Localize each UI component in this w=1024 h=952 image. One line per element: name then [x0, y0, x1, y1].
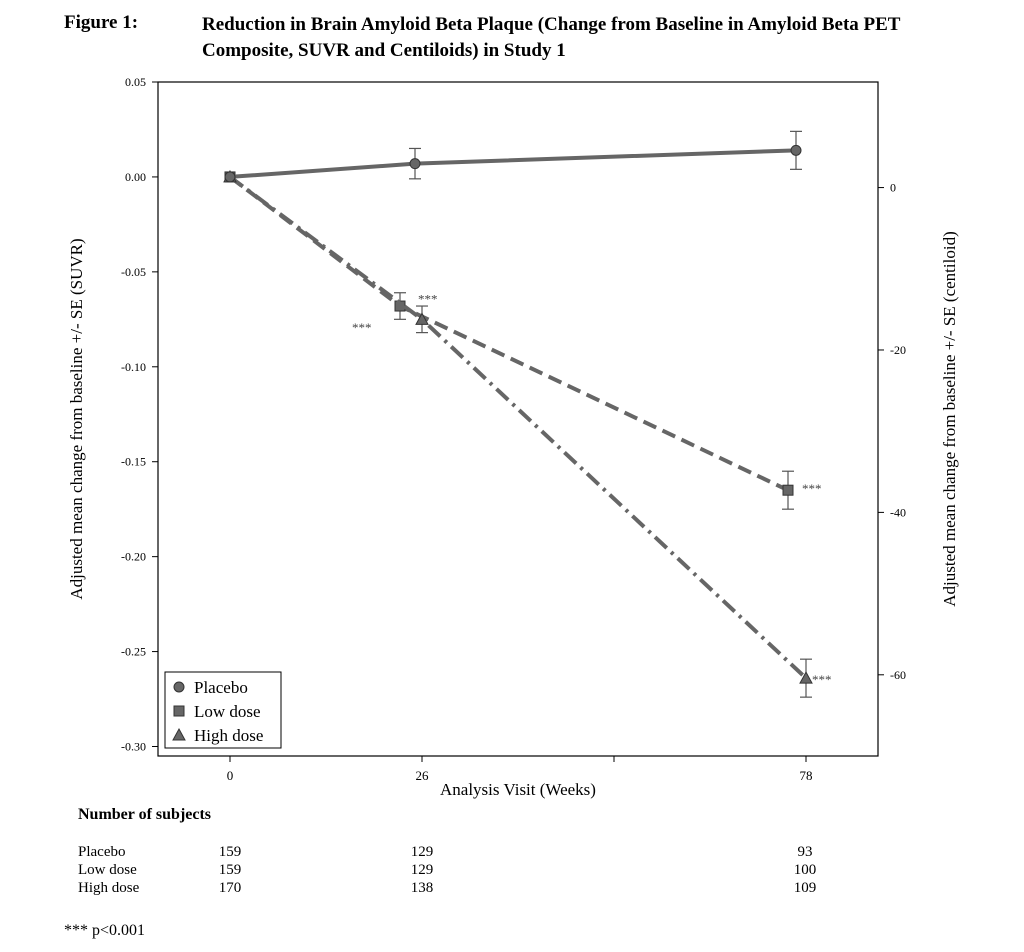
y2-tick-label: -60 — [890, 668, 906, 682]
y-tick-label: -0.30 — [121, 740, 146, 754]
series-low-dose: *** *** — [224, 171, 822, 510]
subjects-cell: 159 — [218, 844, 242, 860]
subjects-row: High dose 170 138 109 — [78, 880, 878, 900]
legend-placebo-label: Placebo — [194, 678, 248, 697]
legend-high-dose-marker — [172, 727, 186, 741]
y2-tick-label: 0 — [890, 181, 896, 195]
y-tick-label: -0.05 — [121, 265, 146, 279]
data-point — [415, 312, 429, 325]
significance-marker: *** — [418, 291, 438, 306]
y-tick-label: -0.10 — [121, 360, 146, 374]
right-y-axis: 0 -20 -40 -60 — [878, 181, 906, 682]
subjects-cell: 159 — [218, 862, 242, 878]
y2-tick-label: -40 — [890, 505, 906, 519]
series-line — [228, 175, 789, 493]
subjects-cell: 100 — [793, 862, 817, 878]
x-axis: 0 26 78 — [227, 756, 813, 783]
x-axis-title: Analysis Visit (Weeks) — [440, 780, 596, 799]
significance-marker: *** — [352, 320, 372, 335]
subjects-cell: 129 — [410, 862, 434, 878]
y-axis-title: Adjusted mean change from baseline +/- S… — [67, 238, 86, 599]
subjects-heading: Number of subjects — [78, 806, 212, 823]
x-tick-label: 0 — [227, 768, 234, 783]
legend-low-dose-marker — [173, 705, 185, 717]
significance-marker: *** — [812, 672, 832, 687]
y-tick-label: -0.20 — [121, 550, 146, 564]
data-point — [799, 671, 813, 684]
data-point — [782, 484, 794, 496]
series-high-dose: *** *** — [223, 169, 832, 698]
figure-label: Figure 1: — [64, 12, 139, 33]
subjects-cell: 129 — [410, 844, 434, 860]
plot-frame — [157, 81, 879, 757]
subjects-cell: 93 — [797, 844, 813, 860]
subjects-row: Low dose 159 129 100 — [78, 862, 878, 882]
legend-low-dose-label: Low dose — [194, 702, 261, 721]
subjects-cell: 109 — [793, 880, 817, 896]
data-point — [409, 158, 421, 170]
x-tick-label: 78 — [800, 768, 813, 783]
legend-high-dose-label: High dose — [194, 726, 263, 745]
left-y-axis: 0.05 0.00 -0.05 -0.10 -0.15 -0.20 -0.25 -0.30 — [121, 75, 158, 754]
subjects-cell: 170 — [218, 880, 242, 896]
legend-placebo-marker — [173, 681, 185, 693]
y2-tick-label: -20 — [890, 343, 906, 357]
y-tick-label: -0.15 — [121, 455, 146, 469]
subjects-row-label: High dose — [78, 880, 140, 896]
subjects-row-label: Placebo — [78, 844, 126, 860]
subjects-row-label: Low dose — [78, 862, 137, 878]
y2-axis-title: Adjusted mean change from baseline +/- S… — [940, 231, 959, 606]
data-point — [224, 171, 236, 183]
y-tick-label: 0.05 — [125, 75, 146, 89]
significance-marker: *** — [802, 481, 822, 496]
line-chart: 0.05 0.00 -0.05 -0.10 -0.15 -0.20 -0.25 -0.30 0… — [67, 75, 959, 799]
series-placebo — [224, 130, 802, 183]
x-tick-label: 26 — [416, 768, 430, 783]
figure-title: Reduction in Brain Amyloid Beta Plaque (… — [202, 14, 901, 61]
y-tick-label: -0.25 — [121, 645, 146, 659]
series-line — [229, 148, 797, 179]
y-tick-label: 0.00 — [125, 170, 146, 184]
footnote: *** p<0.001 — [64, 922, 146, 939]
series-line — [228, 175, 808, 680]
subjects-cell: 138 — [410, 880, 434, 896]
legend: Placebo Low dose High dose — [164, 671, 282, 749]
subjects-row: Placebo 159 129 93 — [78, 844, 878, 864]
data-point — [790, 144, 802, 156]
series-layer: *** *** *** *** — [223, 130, 832, 698]
